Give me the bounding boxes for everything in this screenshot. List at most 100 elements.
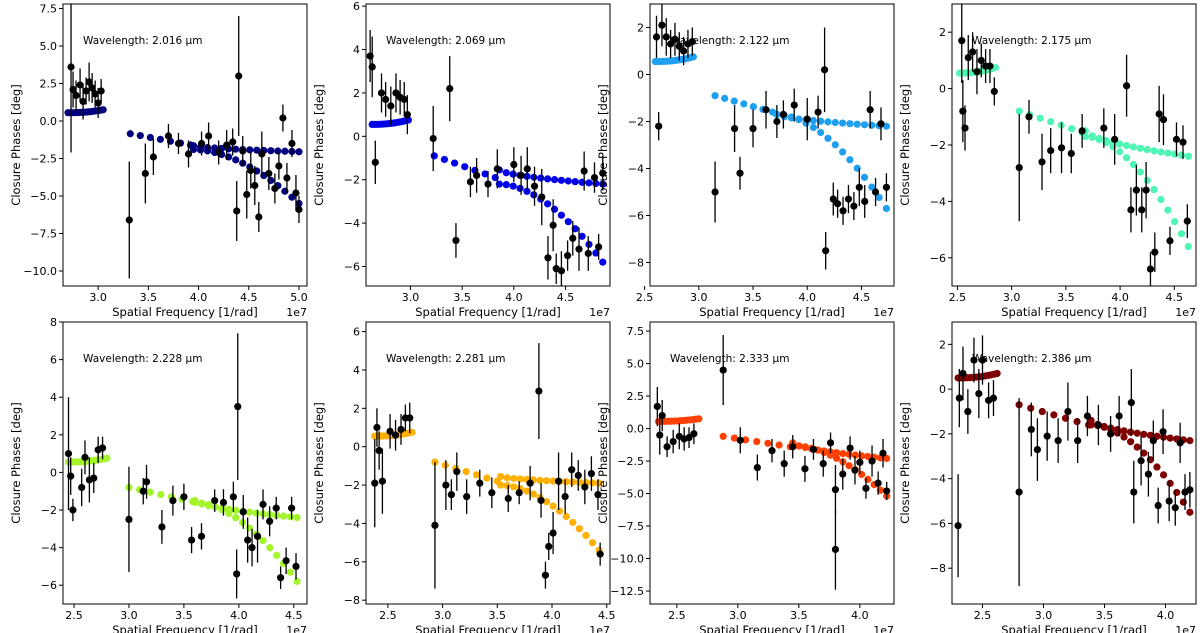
model-point [252,509,260,517]
x-tick-label: 3.0 [120,609,138,622]
model-point [832,449,841,457]
axes-frame [62,3,308,287]
data-point [510,160,518,169]
data-point [1015,488,1023,496]
model-point [503,474,511,482]
data-point [871,188,880,196]
model-point [516,475,524,483]
model-point [569,478,577,486]
data-point [1047,147,1055,155]
data-point [736,436,744,444]
model-point [232,156,240,164]
model-point [695,415,703,423]
model-point [211,503,219,511]
observed-series [954,335,1194,587]
model-point [293,513,301,522]
data-point [368,63,376,71]
x-tick-label: 3.5 [489,609,507,622]
observed-series [64,333,300,599]
data-point [969,48,977,56]
data-point [239,147,247,155]
wavelength-annotation: Wavelength: 2.175 μm [972,35,1091,47]
data-point [258,150,266,158]
x-tick-label: 3.0 [89,291,107,304]
x-offset-label: 1e7 [1175,306,1196,319]
data-point [561,492,569,501]
data-point [377,89,386,97]
data-point [819,460,827,468]
y-tick-label: −4 [344,217,360,230]
data-point [255,213,263,221]
data-point [711,188,719,196]
model-point [562,478,570,486]
data-point [69,506,77,514]
data-point [164,132,173,140]
data-point [253,532,262,540]
data-point [978,356,987,364]
data-point [574,471,582,480]
data-point [149,153,157,161]
data-point [125,515,133,524]
data-point [288,139,296,148]
y-tick-label: −6 [930,517,946,530]
model-point [536,476,544,484]
x-tick-label: 3.5 [1096,609,1114,622]
data-point [669,437,677,446]
model-point [588,539,597,547]
model-point [1129,143,1138,151]
data-point [197,532,206,540]
model-point [1186,508,1194,516]
model-point [753,437,761,446]
y-axis-label: Closure Phases [deg] [9,84,23,205]
x-tick-label: 2.5 [379,609,397,622]
model-point [472,471,481,479]
model-point [550,205,559,213]
model-point [993,369,1001,378]
data-point [1122,82,1131,90]
model-point [1140,449,1148,457]
model-point [564,177,572,185]
x-tick-label: 3.5 [1057,291,1075,304]
data-point [229,493,237,501]
data-point [91,90,99,98]
data-point [259,500,267,508]
y-tick-label: −2 [344,479,360,492]
y-tick-label: 2 [939,338,946,351]
data-point [64,450,73,458]
data-point [67,472,75,480]
model-point [1129,160,1138,169]
y-tick-label: 5.0 [40,40,58,53]
model-point [1186,437,1194,445]
model-point [136,132,144,140]
model-point [232,145,240,153]
data-point [229,138,237,146]
model-point [809,123,817,132]
y-tick-label: −5.0 [617,488,644,501]
data-point [397,425,405,434]
data-point [554,477,563,485]
data-point [1015,163,1023,172]
model-point [259,536,267,545]
data-point [275,162,283,170]
y-tick-label: −2 [628,116,644,129]
model-point [1136,168,1144,176]
data-point [523,165,531,173]
model-point [1068,125,1076,133]
data-point [671,35,679,43]
observed-series [958,4,1191,286]
model-point [1015,107,1023,115]
data-point [780,460,788,468]
data-point [883,487,891,495]
model-point [1179,498,1187,506]
model-point [281,147,289,155]
x-tick-label: 4.0 [543,609,561,622]
data-point [970,356,978,364]
x-axis-label: Spatial Frequency [1/rad] [1001,623,1147,633]
data-point [1074,437,1082,445]
data-point [1132,186,1140,194]
model-point [846,120,854,128]
data-point [569,234,577,242]
data-point [493,165,501,173]
data-point [1111,135,1119,143]
